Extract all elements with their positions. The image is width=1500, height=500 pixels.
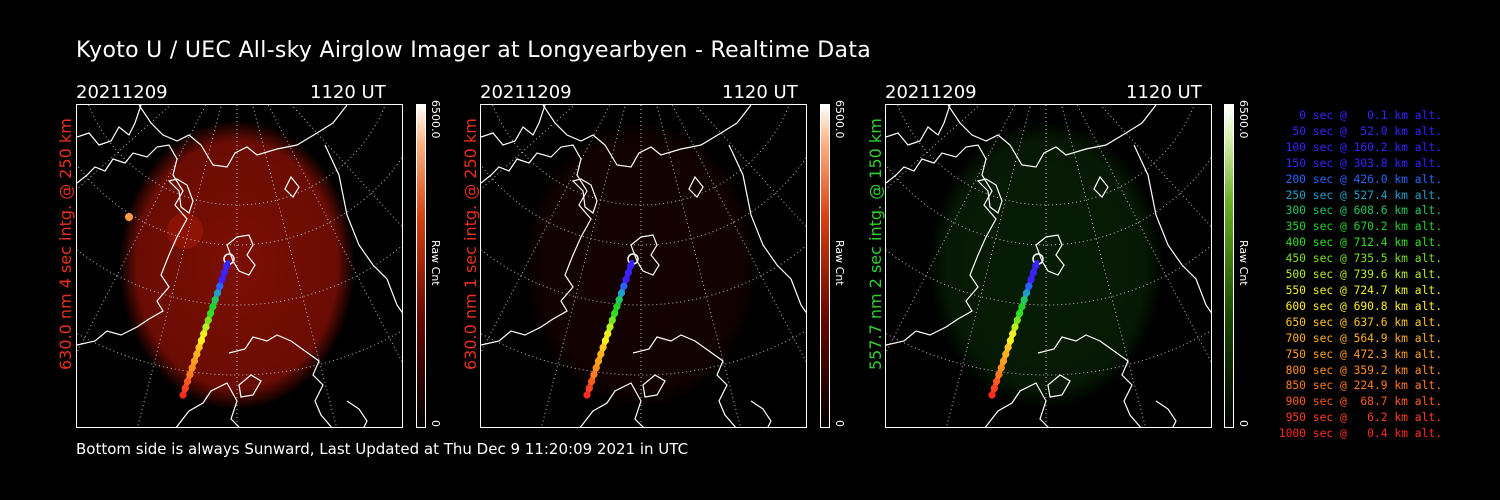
- coastline: [77, 105, 142, 146]
- coastline: [688, 175, 704, 198]
- panel-2-colorbar: [820, 104, 830, 428]
- legend-row: 500 sec @ 739.6 km alt.: [1285, 268, 1442, 282]
- coastline: [77, 144, 188, 346]
- legend-row: 150 sec @ 303.8 km alt.: [1285, 156, 1442, 170]
- panel-3-wavelength-label: 557.7 nm 2 sec intg. @ 150 km: [866, 118, 885, 370]
- legend-row: 50 sec @ 52.0 km alt.: [1292, 124, 1442, 138]
- page-title: Kyoto U / UEC All-sky Airglow Imager at …: [76, 38, 872, 63]
- longitude-grid: [481, 105, 611, 354]
- coastline: [728, 144, 806, 314]
- longitude-grid: [1099, 105, 1211, 228]
- legend-row: 700 sec @ 564.9 km alt.: [1285, 331, 1442, 345]
- panel-3-date: 20211209: [885, 82, 977, 103]
- trajectory-point: [988, 391, 996, 399]
- legend-row: 250 sec @ 527.4 km alt.: [1285, 188, 1442, 202]
- coastline: [1035, 234, 1065, 276]
- panel-3-scale-min: 0: [1237, 420, 1250, 427]
- panel-3-scale-unit: Raw Cnt: [1237, 240, 1250, 286]
- panel-1-scale-min: 0: [429, 420, 442, 427]
- panel-3-scale-max: 6500.0: [1237, 100, 1250, 139]
- panel-2-scale-unit: Raw Cnt: [833, 240, 846, 286]
- legend-row: 200 sec @ 426.0 km alt.: [1285, 172, 1442, 186]
- coastline: [175, 382, 240, 427]
- legend-row: 850 sec @ 224.9 km alt.: [1285, 379, 1442, 393]
- panel-1-scale-max: 6500.0: [429, 100, 442, 139]
- legend-row: 1000 sec @ 0.4 km alt.: [1278, 427, 1442, 441]
- coastline: [886, 144, 997, 346]
- bright-patch: [167, 213, 203, 249]
- coastline: [238, 374, 262, 398]
- coastline: [167, 178, 194, 214]
- coastline: [481, 105, 546, 146]
- panel-2-scale-min: 0: [833, 420, 846, 427]
- coastline: [1133, 144, 1211, 314]
- panel-3-colorbar: [1224, 104, 1234, 428]
- coastline: [571, 178, 598, 214]
- legend-row: 800 sec @ 359.2 km alt.: [1285, 363, 1442, 377]
- panel-1-time: 1120 UT: [310, 82, 386, 103]
- panel-2-wavelength-label: 630.0 nm 1 sec intg. @ 250 km: [461, 118, 480, 370]
- legend-row: 450 sec @ 735.5 km alt.: [1285, 252, 1442, 266]
- legend-row: 550 sec @ 724.7 km alt.: [1285, 283, 1442, 297]
- panel-1-colorbar: [416, 104, 426, 428]
- coastline: [984, 382, 1049, 427]
- panel-1-wavelength-label: 630.0 nm 4 sec intg. @ 250 km: [56, 118, 75, 370]
- legend-row: 0 sec @ 0.1 km alt.: [1299, 109, 1442, 122]
- coastline: [1047, 374, 1071, 398]
- panel-1-date: 20211209: [76, 82, 168, 103]
- coastline: [642, 374, 666, 398]
- coastline: [1155, 400, 1177, 427]
- longitude-grid: [671, 105, 806, 363]
- trajectory-point: [583, 391, 591, 399]
- coastline: [632, 334, 737, 427]
- longitude-grid: [694, 105, 806, 228]
- panel-2-time: 1120 UT: [722, 82, 798, 103]
- coastline: [976, 178, 1003, 214]
- footer-note: Bottom side is always Sunward, Last Upda…: [76, 440, 689, 458]
- trajectory-time-altitude-legend: 0 sec @ 0.1 km alt. 50 sec @ 52.0 km alt.…: [1260, 108, 1442, 442]
- coastline: [228, 334, 333, 427]
- panel-3-time: 1120 UT: [1126, 82, 1202, 103]
- coastline: [750, 400, 772, 427]
- coastline: [630, 234, 660, 276]
- coastline: [284, 175, 300, 198]
- legend-row: 950 sec @ 6.2 km alt.: [1285, 411, 1442, 425]
- longitude-grid: [1076, 105, 1211, 363]
- coastline: [1037, 334, 1142, 427]
- coastline: [1093, 175, 1109, 198]
- longitude-grid: [290, 105, 402, 228]
- longitude-grid: [77, 105, 207, 354]
- panel-1-scale-unit: Raw Cnt: [429, 240, 442, 286]
- coastline: [947, 105, 1157, 168]
- coastline: [226, 234, 256, 276]
- legend-row: 900 sec @ 68.7 km alt.: [1285, 395, 1442, 409]
- trajectory-point: [179, 391, 187, 399]
- coastline: [346, 400, 368, 427]
- longitude-grid: [267, 105, 402, 363]
- coastline: [579, 382, 644, 427]
- panel-2-date: 20211209: [480, 82, 572, 103]
- legend-row: 100 sec @ 160.2 km alt.: [1285, 140, 1442, 154]
- panel-2-allsky-map: [480, 104, 807, 428]
- legend-row: 600 sec @ 690.8 km alt.: [1285, 299, 1442, 313]
- legend-row: 350 sec @ 670.2 km alt.: [1285, 220, 1442, 234]
- coastline: [324, 144, 402, 314]
- bright-spot: [125, 213, 133, 221]
- coastline: [138, 105, 348, 168]
- legend-row: 650 sec @ 637.6 km alt.: [1285, 315, 1442, 329]
- coastline: [886, 105, 951, 146]
- longitude-grid: [886, 105, 1016, 354]
- legend-row: 400 sec @ 712.4 km alt.: [1285, 236, 1442, 250]
- panel-2-scale-max: 6500.0: [833, 100, 846, 139]
- legend-row: 300 sec @ 608.6 km alt.: [1285, 204, 1442, 218]
- coastline: [542, 105, 752, 168]
- panel-1-allsky-map: [76, 104, 403, 428]
- legend-row: 750 sec @ 472.3 km alt.: [1285, 347, 1442, 361]
- coastline: [481, 144, 592, 346]
- panel-3-allsky-map: [885, 104, 1212, 428]
